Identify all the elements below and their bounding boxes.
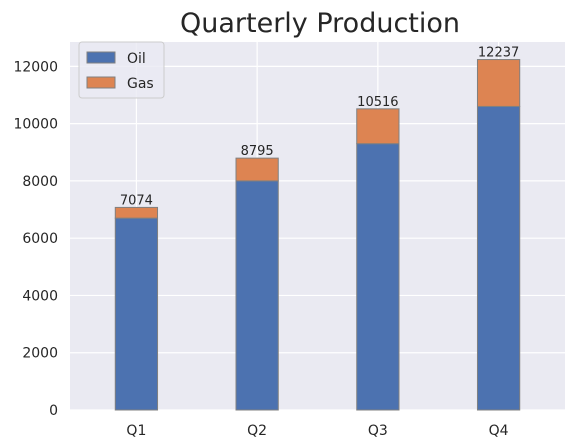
x-tick-label-q1: Q1 (126, 423, 146, 439)
x-tick-label-q3: Q3 (368, 423, 388, 439)
bar-gas-q1 (114, 206, 159, 219)
y-tick-label: 10000 (13, 117, 58, 133)
chart-title: Quarterly Production (180, 8, 460, 39)
bar-oil-q3 (356, 143, 400, 411)
y-tick-label: 2000 (22, 346, 58, 362)
x-axis-ticks: Q1 Q2 Q3 Q4 (126, 423, 508, 439)
bar-gas-q4 (476, 59, 521, 107)
bar-total-label-q4: 12237 (478, 46, 519, 61)
y-tick-label: 8000 (22, 174, 58, 190)
bar-oil-q1 (114, 217, 159, 411)
bar-oil-q4 (476, 105, 521, 411)
legend-swatch-gas (86, 76, 116, 89)
y-axis-ticks: 0 2000 4000 6000 8000 10000 12000 (13, 59, 58, 419)
legend: Oil Gas (78, 41, 165, 99)
y-tick-label: 6000 (22, 231, 58, 247)
bar-gas-q3 (356, 108, 400, 145)
y-tick-label: 12000 (13, 59, 58, 75)
x-tick-label-q4: Q4 (489, 423, 509, 439)
bar-total-label-q3: 10516 (357, 95, 398, 110)
bar-total-labels: 7074 8795 10516 12237 (120, 46, 519, 209)
bar-oil-q2 (235, 180, 279, 411)
legend-label-gas: Gas (127, 76, 154, 92)
bar-total-label-q2: 8795 (241, 144, 274, 159)
x-tick-label-q2: Q2 (247, 423, 267, 439)
bars (114, 59, 521, 411)
y-tick-label: 4000 (22, 288, 58, 304)
y-tick-label: 0 (49, 403, 58, 419)
legend-label-oil: Oil (127, 51, 146, 67)
legend-swatch-oil (86, 51, 116, 64)
bar-gas-q2 (235, 157, 279, 182)
bar-total-label-q1: 7074 (120, 193, 153, 208)
